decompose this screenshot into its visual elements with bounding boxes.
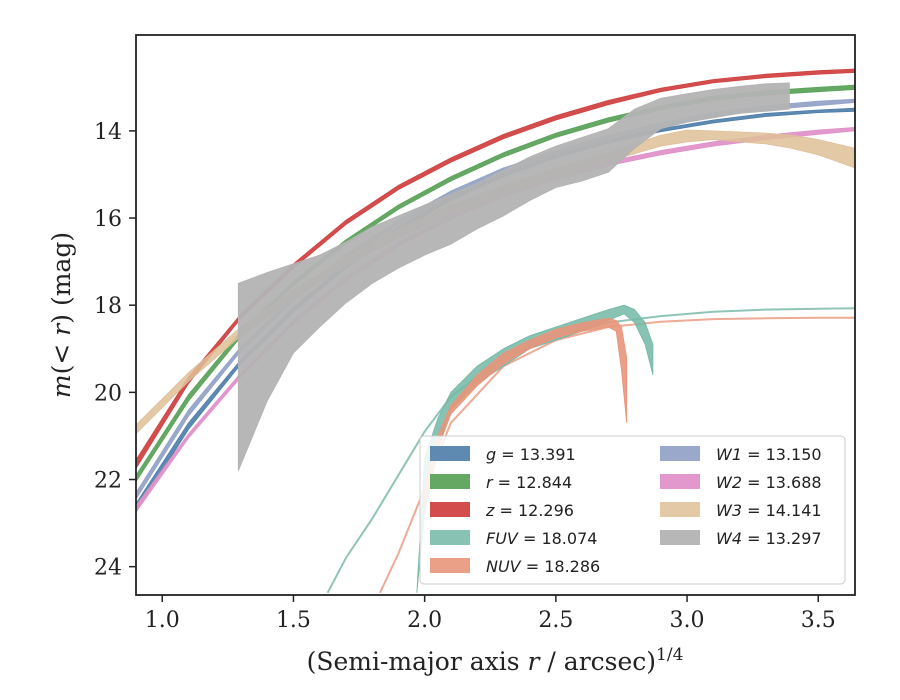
legend-swatch-w2 <box>660 474 700 489</box>
x-tick-label: 3.5 <box>801 608 836 633</box>
legend-label-fuv: FUV = 18.074 <box>486 529 597 548</box>
legend-label-w2: W2 = 13.688 <box>716 473 822 492</box>
plot-frame <box>135 34 856 596</box>
y-tick-label: 18 <box>94 294 122 319</box>
x-tick-label: 1.5 <box>276 608 311 633</box>
legend-swatch-w1 <box>660 446 700 461</box>
x-axis-label: (Semi-major axis r / arcsec)1/4 <box>307 645 684 676</box>
legend-swatch-w4 <box>660 530 700 545</box>
x-tick-label: 3.0 <box>670 608 705 633</box>
x-tick-label: 2.0 <box>407 608 442 633</box>
x-axis: 1.0 1.5 2.0 2.5 3.0 3.5 <box>145 595 836 633</box>
legend-label-z: z = 12.296 <box>485 501 574 520</box>
r-band <box>136 84 855 483</box>
x-tick-label: 2.5 <box>538 608 573 633</box>
legend-label-r: r = 12.844 <box>486 473 572 492</box>
z-band <box>136 68 855 470</box>
legend-swatch-w3 <box>660 502 700 517</box>
y-tick-label: 22 <box>94 469 122 494</box>
y-tick-label: 14 <box>94 120 122 145</box>
y-axis-label: m(< r) (mag) <box>47 232 76 398</box>
legend-swatch-z <box>430 502 470 517</box>
legend: g = 13.391 r = 12.844 z = 12.296 FUV = 18.0… <box>419 435 846 585</box>
legend-label-w3: W3 = 14.141 <box>716 501 822 520</box>
nuv-band <box>424 317 628 506</box>
legend-swatch-fuv <box>430 530 470 545</box>
y-tick-label: 16 <box>94 207 122 232</box>
legend-label-w1: W1 = 13.150 <box>716 445 822 464</box>
legend-label-w4: W4 = 13.297 <box>716 529 822 548</box>
legend-swatch-g <box>430 446 470 461</box>
legend-label-g: g = 13.391 <box>486 445 576 464</box>
y-tick-label: 24 <box>94 556 122 581</box>
w4-band <box>237 82 790 471</box>
legend-swatch-nuv <box>430 558 470 573</box>
y-axis: 14 16 18 20 22 24 <box>94 120 136 581</box>
y-tick-label: 20 <box>94 381 122 406</box>
legend-frame <box>419 435 846 585</box>
x-tick-label: 1.0 <box>145 608 180 633</box>
legend-swatch-r <box>430 474 470 489</box>
legend-label-nuv: NUV = 18.286 <box>486 557 600 576</box>
